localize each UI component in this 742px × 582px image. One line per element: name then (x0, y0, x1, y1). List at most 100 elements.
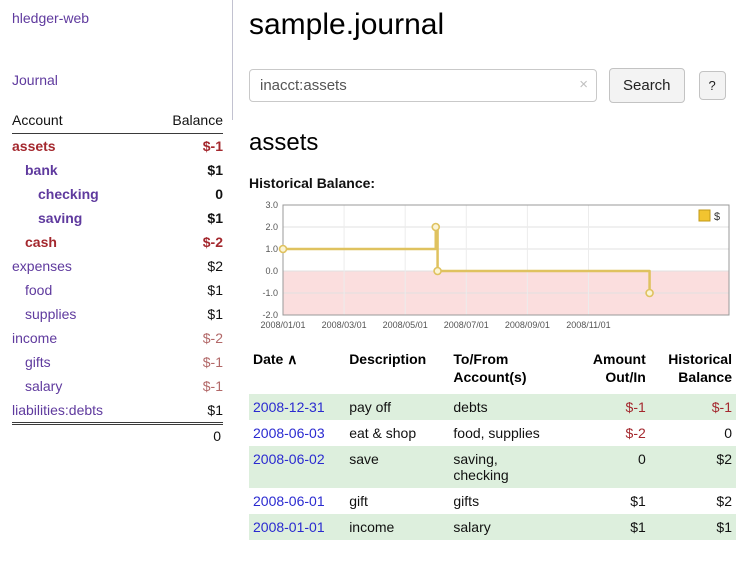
account-balance: $1 (207, 282, 223, 298)
sort-ascending-icon: ∧ (287, 351, 298, 367)
transaction-description: eat & shop (349, 425, 417, 441)
register-header-accounts: To/From Account(s) (449, 347, 577, 394)
register-row: 2008-12-31 pay off debts $-1 $-1 (249, 394, 736, 420)
register-header-description: Description (345, 347, 449, 394)
account-row: bank $1 (12, 158, 223, 182)
account-row: supplies $1 (12, 302, 223, 326)
clear-search-icon[interactable]: × (579, 76, 588, 93)
transaction-accounts: food, supplies (453, 425, 540, 441)
help-button[interactable]: ? (698, 71, 726, 100)
transaction-date-link[interactable]: 2008-06-03 (253, 425, 325, 441)
account-balance: $1 (207, 210, 223, 226)
transaction-amount: $1 (630, 493, 646, 509)
register-header-amount: Amount Out/In (578, 347, 650, 394)
register-header-row: Date ∧ Description To/From Account(s) Am… (249, 347, 736, 394)
svg-text:2008/11/01: 2008/11/01 (566, 320, 610, 330)
account-balance: $1 (207, 402, 223, 418)
header-date-label: Date (253, 351, 284, 367)
transaction-amount: $-1 (625, 399, 646, 415)
account-row: assets $-1 (12, 134, 223, 159)
register-table: Date ∧ Description To/From Account(s) Am… (249, 347, 736, 540)
transaction-date-link[interactable]: 2008-06-02 (253, 451, 325, 467)
header-amount-label-line1: Amount (592, 351, 646, 367)
sidebar-account-link[interactable]: expenses (12, 258, 72, 274)
sidebar-account-link[interactable]: income (12, 330, 58, 346)
header-balance-label-line1: Historical (668, 351, 732, 367)
search-box: × (249, 69, 597, 102)
transaction-accounts: saving, checking (453, 451, 509, 483)
svg-text:$: $ (714, 211, 720, 223)
account-balance: $1 (207, 162, 223, 178)
historical-balance-chart: 3.0 2.0 1.0 0.0 -1.0 -2.0 2008/01/01 2008/03/01… (249, 199, 736, 335)
header-amount-label-line2: Out/In (605, 368, 646, 385)
transaction-balance: $-1 (711, 399, 732, 415)
svg-text:1.0: 1.0 (265, 244, 278, 254)
svg-text:0.0: 0.0 (265, 266, 278, 276)
accounts-header-row: Account Balance (12, 108, 223, 134)
sidebar: hledger-web Journal Account Balance asse… (0, 0, 233, 582)
sidebar-account-link[interactable]: gifts (25, 354, 51, 370)
sidebar-account-link[interactable]: assets (12, 138, 56, 154)
transaction-date-link[interactable]: 2008-01-01 (253, 519, 325, 535)
register-row: 2008-06-01 gift gifts $1 $2 (249, 488, 736, 514)
account-balance: $-2 (202, 330, 223, 346)
app-title-link[interactable]: hledger-web (12, 10, 90, 26)
sidebar-account-link[interactable]: saving (38, 210, 83, 226)
sidebar-item-journal[interactable]: Journal (12, 72, 58, 88)
main-content: sample.journal × Search ? assets Histori… (233, 0, 742, 582)
transaction-description: income (349, 519, 395, 535)
search-button[interactable]: Search (609, 68, 685, 103)
account-row: expenses $2 (12, 254, 223, 278)
transaction-balance: $2 (716, 451, 732, 467)
transaction-description: save (349, 451, 379, 467)
header-accounts-label-line2: Account(s) (453, 368, 527, 385)
transaction-accounts: salary (453, 519, 491, 535)
account-row: cash $-2 (12, 230, 223, 254)
accounts-table: Account Balance assets $-1 bank $1 checking 0… (12, 108, 223, 444)
register-header-balance: Historical Balance (650, 347, 736, 394)
sidebar-account-link[interactable]: cash (25, 234, 57, 250)
transaction-description: gift (349, 493, 368, 509)
svg-text:2008/09/01: 2008/09/01 (505, 320, 550, 330)
header-description-label: Description (349, 351, 427, 367)
sidebar-account-link[interactable]: bank (25, 162, 58, 178)
register-row: 2008-06-02 save saving, checking 0 $2 (249, 446, 736, 488)
account-row: saving $1 (12, 206, 223, 230)
account-balance: $2 (207, 258, 223, 274)
account-balance: $-1 (202, 138, 223, 154)
page-title: sample.journal (249, 8, 445, 41)
accounts-header-account: Account (12, 108, 148, 134)
account-row: income $-2 (12, 326, 223, 350)
svg-text:3.0: 3.0 (265, 200, 278, 210)
sidebar-account-link[interactable]: salary (25, 378, 63, 394)
transaction-date-link[interactable]: 2008-12-31 (253, 399, 325, 415)
svg-text:2008/03/01: 2008/03/01 (322, 320, 367, 330)
account-section-title: assets (249, 129, 319, 156)
svg-text:-2.0: -2.0 (262, 310, 278, 320)
account-balance: $-2 (202, 234, 223, 250)
transaction-date-link[interactable]: 2008-06-01 (253, 493, 325, 509)
search-input[interactable] (249, 69, 597, 102)
transaction-balance: 0 (724, 425, 732, 441)
account-balance: $-1 (202, 378, 223, 394)
register-row: 2008-01-01 income salary $1 $1 (249, 514, 736, 540)
sidebar-account-link[interactable]: checking (38, 186, 99, 202)
accounts-total-row: 0 (12, 422, 223, 444)
account-row: food $1 (12, 278, 223, 302)
transaction-accounts: debts (453, 399, 488, 415)
chart-title: Historical Balance: (249, 175, 376, 191)
account-balance: $1 (207, 306, 223, 322)
transaction-accounts: gifts (453, 493, 480, 509)
svg-text:2008/01/01: 2008/01/01 (260, 320, 305, 330)
sidebar-account-link[interactable]: supplies (25, 306, 77, 322)
transaction-balance: $2 (716, 493, 732, 509)
sidebar-account-link[interactable]: liabilities:debts (12, 402, 104, 418)
account-row: salary $-1 (12, 374, 223, 398)
register-header-date[interactable]: Date ∧ (249, 347, 345, 394)
accounts-header-balance: Balance (147, 108, 223, 134)
svg-text:2008/05/01: 2008/05/01 (383, 320, 428, 330)
sidebar-account-link[interactable]: food (25, 282, 53, 298)
transaction-amount: $1 (630, 519, 646, 535)
transaction-amount: $-2 (625, 425, 646, 441)
